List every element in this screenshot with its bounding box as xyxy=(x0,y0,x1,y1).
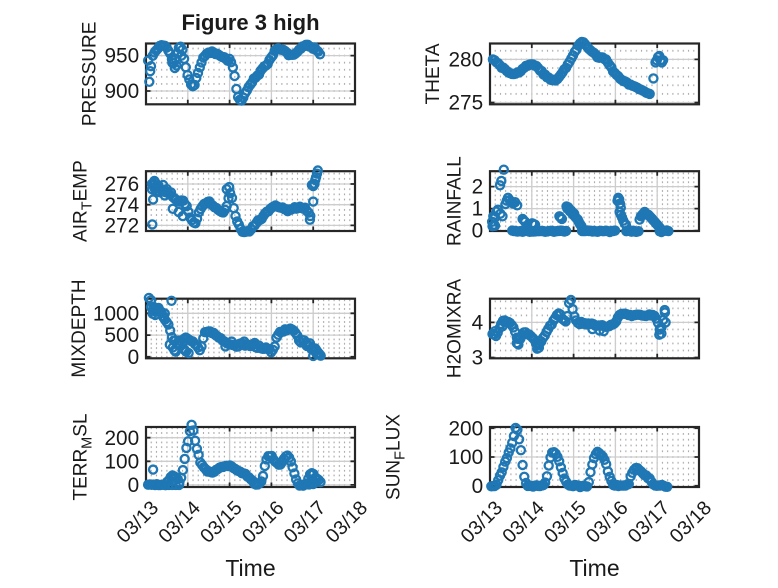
svg-text:200: 200 xyxy=(448,417,483,440)
svg-text:950: 950 xyxy=(104,45,139,68)
svg-text:PRESSURE: PRESSURE xyxy=(80,22,101,127)
svg-text:Figure 3 high: Figure 3 high xyxy=(181,10,319,35)
svg-text:1000: 1000 xyxy=(93,302,139,325)
svg-text:200: 200 xyxy=(104,427,139,450)
svg-text:100: 100 xyxy=(104,450,139,473)
svg-text:MIXDEPTH: MIXDEPTH xyxy=(69,279,90,377)
svg-text:0: 0 xyxy=(472,475,484,498)
svg-text:Time: Time xyxy=(225,555,275,581)
svg-text:276: 276 xyxy=(104,173,139,196)
svg-text:0: 0 xyxy=(472,220,484,243)
svg-text:274: 274 xyxy=(104,194,139,217)
svg-text:100: 100 xyxy=(448,446,483,469)
svg-text:Time: Time xyxy=(569,555,619,581)
svg-text:280: 280 xyxy=(448,49,483,72)
svg-text:900: 900 xyxy=(104,80,139,103)
svg-text:4: 4 xyxy=(472,312,484,335)
svg-text:500: 500 xyxy=(104,324,139,347)
svg-text:1: 1 xyxy=(472,198,484,221)
svg-text:THETA: THETA xyxy=(423,43,444,104)
svg-text:H2OMIXRA: H2OMIXRA xyxy=(445,279,466,379)
svg-text:RAINFALL: RAINFALL xyxy=(445,156,466,246)
svg-text:SUNF​LUX: SUNF​LUX xyxy=(384,414,409,500)
svg-text:275: 275 xyxy=(448,92,483,115)
svg-text:TERRM​SL: TERRM​SL xyxy=(71,413,96,500)
svg-text:3: 3 xyxy=(472,347,484,370)
svg-text:0: 0 xyxy=(128,474,140,497)
svg-text:0: 0 xyxy=(128,346,140,369)
svg-text:272: 272 xyxy=(104,215,139,238)
svg-text:2: 2 xyxy=(472,176,484,199)
svg-text:AIRT​EMP: AIRT​EMP xyxy=(71,160,96,242)
